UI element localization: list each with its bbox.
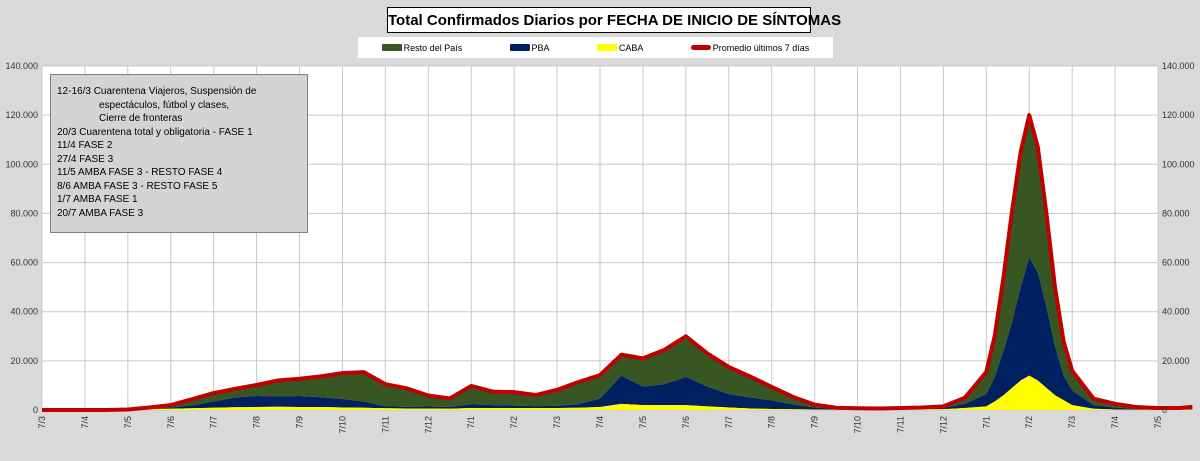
legend-item-resto: Resto del País: [381, 42, 463, 53]
y-tick-label-right: 120.000: [1162, 110, 1195, 120]
legend-item-caba: CABA: [596, 42, 644, 53]
x-tick-label: 7/4: [1110, 416, 1120, 429]
x-tick-label: 7/12: [938, 416, 948, 434]
annotation-line: Cierre de fronteras: [99, 113, 183, 124]
x-tick-label: 7/5: [638, 416, 648, 429]
y-tick-label-left: 100.000: [5, 159, 38, 169]
annotation-line: 12-16/3 Cuarentena Viajeros, Suspensión …: [57, 86, 257, 97]
annotation-line: 20/7 AMBA FASE 3: [57, 207, 144, 219]
x-tick-label: 7/12: [423, 416, 433, 434]
x-tick-label: 7/7: [724, 416, 734, 429]
annotation-line: espectáculos, fútbol y clases,: [99, 99, 230, 111]
chart-title: Total Confirmados Diarios por FECHA DE I…: [387, 7, 841, 33]
y-axis-right: 0 20.000 40.000 60.000 80.000 100.000 120.000 1…: [1162, 61, 1195, 415]
annotation-line: 11/4 FASE 2: [57, 140, 113, 151]
x-tick-label: 7/7: [209, 416, 219, 429]
legend-label-caba: CABA: [618, 42, 644, 53]
annotation-line: 11/5 AMBA FASE 3 - RESTO FASE 4: [57, 167, 223, 178]
y-tick-label-right: 40.000: [1162, 307, 1190, 317]
y-tick-label-right: 60.000: [1162, 258, 1190, 268]
area-caba: [42, 375, 1193, 410]
x-tick-label: 7/8: [252, 416, 262, 429]
x-tick-label: 7/3: [1067, 416, 1077, 429]
y-tick-label-right: 80.000: [1162, 208, 1190, 218]
y-tick-label-right: 100.000: [1162, 159, 1195, 169]
y-tick-label-right: 20.000: [1162, 356, 1190, 366]
grid: [41, 65, 1159, 411]
y-tick-label-left: 140.000: [5, 61, 38, 71]
legend-swatch-average: [690, 45, 711, 50]
x-tick-label: 7/1: [981, 416, 991, 429]
x-tick-label: 7/9: [810, 416, 820, 429]
y-tick-label-right: 0: [1162, 405, 1167, 415]
x-tick-label: 7/1: [466, 416, 476, 429]
legend-label-resto: Resto del País: [403, 42, 463, 53]
annotation-box: 12-16/3 Cuarentena Viajeros, Suspensión …: [50, 74, 308, 233]
legend-label-average: Promedio últimos 7 días: [712, 42, 810, 53]
x-tick-label: 7/5: [1153, 416, 1163, 429]
annotation-line: 20/3 Cuarentena total y obligatoria - FA…: [57, 126, 253, 138]
x-tick-label: 7/2: [1024, 416, 1034, 429]
x-tick-label: 7/3: [552, 416, 562, 429]
legend-item-pba: PBA: [509, 42, 550, 53]
x-tick-label: 7/5: [123, 416, 133, 429]
x-tick-label: 7/11: [380, 416, 390, 433]
legend-swatch-resto: [381, 44, 402, 51]
y-tick-label-left: 20.000: [10, 356, 38, 366]
legend-swatch-pba: [509, 44, 530, 51]
annotation-line: 8/6 AMBA FASE 3 - RESTO FASE 5: [57, 180, 218, 192]
y-tick-label-left: 80.000: [10, 208, 38, 218]
y-tick-label-left: 0: [33, 405, 38, 415]
x-axis: 7/3 7/4 7/5 7/6 7/7 7/8 7/9 7/10 7/11 7/12 7/1 7/2 7…: [37, 416, 1163, 434]
x-tick-label: 7/6: [681, 416, 691, 429]
legend-swatch-caba: [596, 44, 617, 51]
legend-label-pba: PBA: [531, 42, 550, 53]
x-tick-label: 7/9: [295, 416, 305, 429]
average-line-path: [42, 113, 1193, 412]
y-axis-left: 0 20.000 40.000 60.000 80.000 100.000 120.000 1…: [5, 61, 38, 415]
y-tick-label-left: 60.000: [10, 258, 38, 268]
y-tick-label-right: 140.000: [1162, 61, 1195, 71]
x-tick-label: 7/11: [895, 416, 905, 433]
average-line: [42, 113, 1193, 412]
x-tick-label: 7/4: [80, 416, 90, 429]
y-tick-label-left: 40.000: [10, 307, 38, 317]
x-tick-label: 7/6: [166, 416, 176, 429]
x-tick-label: 7/8: [767, 416, 777, 429]
x-tick-label: 7/10: [853, 416, 863, 434]
x-tick-label: 7/3: [37, 416, 47, 429]
annotation-line: 27/4 FASE 3: [57, 153, 114, 165]
x-tick-label: 7/4: [595, 416, 605, 429]
x-tick-label: 7/10: [337, 416, 347, 434]
x-tick-label: 7/2: [509, 416, 519, 429]
annotation-line: 1/7 AMBA FASE 1: [57, 194, 138, 205]
legend: Resto del País PBA CABA Promedio últimos…: [358, 37, 833, 58]
y-tick-label-left: 120.000: [5, 110, 38, 120]
legend-item-average: Promedio últimos 7 días: [690, 42, 810, 53]
area-pba: [42, 257, 1193, 410]
